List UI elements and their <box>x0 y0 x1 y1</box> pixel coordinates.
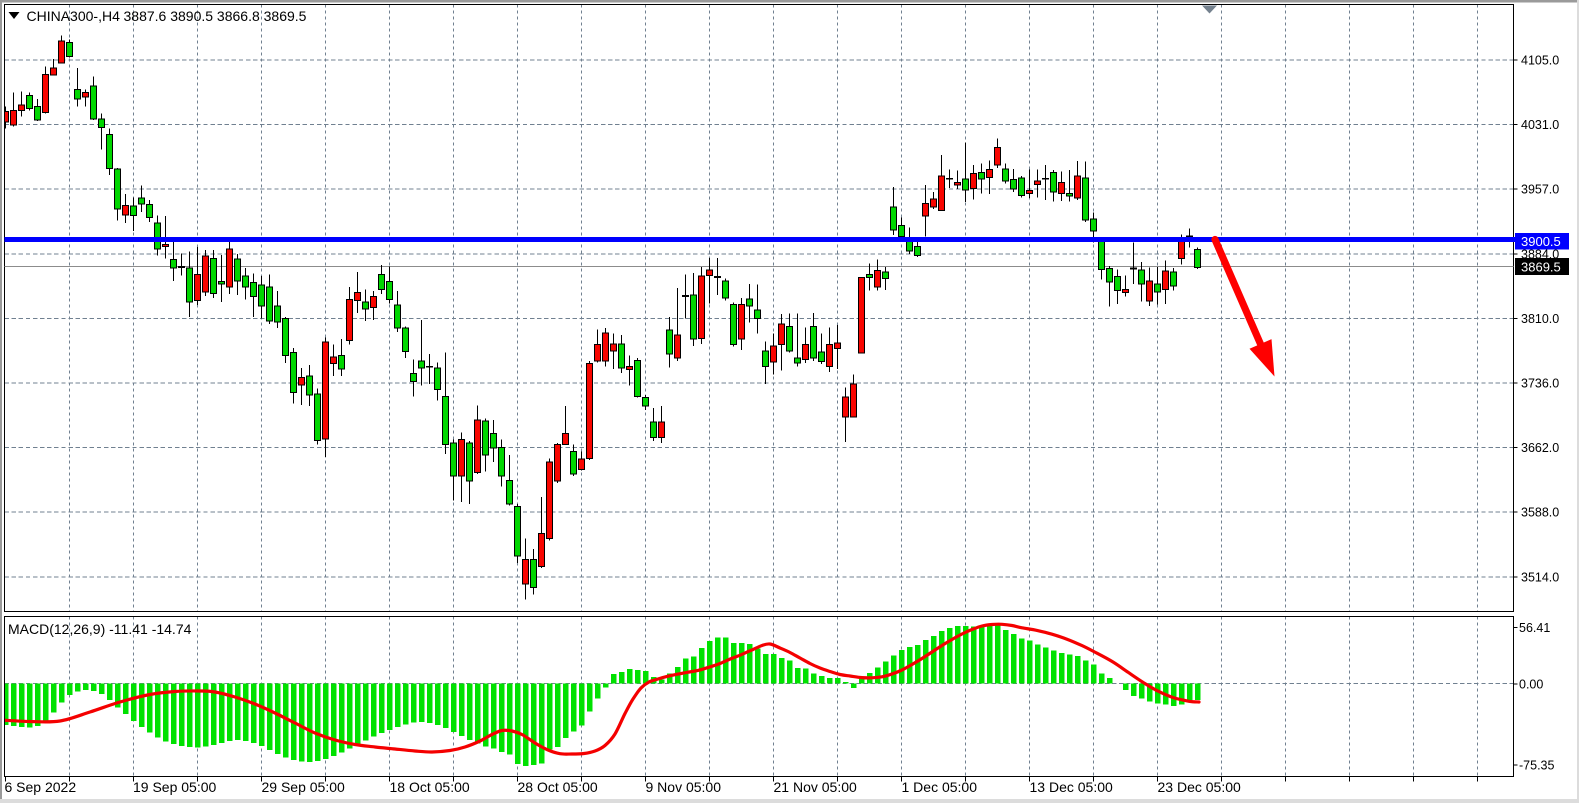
svg-text:3514.0: 3514.0 <box>1521 570 1559 584</box>
svg-text:13 Dec 05:00: 13 Dec 05:00 <box>1030 779 1113 795</box>
svg-text:0.00: 0.00 <box>1519 678 1543 692</box>
svg-text:MACD(12,26,9) -11.41 -14.74: MACD(12,26,9) -11.41 -14.74 <box>8 621 192 637</box>
svg-text:6 Sep 2022: 6 Sep 2022 <box>5 779 77 795</box>
svg-text:23 Dec 05:00: 23 Dec 05:00 <box>1158 779 1241 795</box>
svg-text:56.41: 56.41 <box>1519 621 1550 635</box>
svg-text:1 Dec 05:00: 1 Dec 05:00 <box>902 779 978 795</box>
svg-text:3884.0: 3884.0 <box>1521 247 1559 261</box>
svg-text:3662.0: 3662.0 <box>1521 441 1559 455</box>
svg-text:21 Nov 05:00: 21 Nov 05:00 <box>774 779 857 795</box>
svg-text:29 Sep 05:00: 29 Sep 05:00 <box>262 779 346 795</box>
svg-text:3810.0: 3810.0 <box>1521 312 1559 326</box>
svg-text:-75.35: -75.35 <box>1519 759 1554 773</box>
svg-text:3588.0: 3588.0 <box>1521 506 1559 520</box>
svg-text:4105.0: 4105.0 <box>1521 54 1559 68</box>
svg-text:18 Oct 05:00: 18 Oct 05:00 <box>390 779 470 795</box>
svg-text:3900.5: 3900.5 <box>1521 234 1561 249</box>
svg-text:3736.0: 3736.0 <box>1521 377 1559 391</box>
svg-text:CHINA300-,H4: CHINA300-,H4 <box>27 8 121 24</box>
svg-text:28 Oct 05:00: 28 Oct 05:00 <box>518 779 598 795</box>
svg-text:9 Nov 05:00: 9 Nov 05:00 <box>646 779 722 795</box>
svg-text:19 Sep 05:00: 19 Sep 05:00 <box>133 779 217 795</box>
svg-text:4031.0: 4031.0 <box>1521 118 1559 132</box>
svg-text:3957.0: 3957.0 <box>1521 183 1559 197</box>
svg-text:3869.5: 3869.5 <box>1521 259 1561 274</box>
svg-text:3887.6 3890.5 3866.8 3869.5: 3887.6 3890.5 3866.8 3869.5 <box>124 8 307 24</box>
